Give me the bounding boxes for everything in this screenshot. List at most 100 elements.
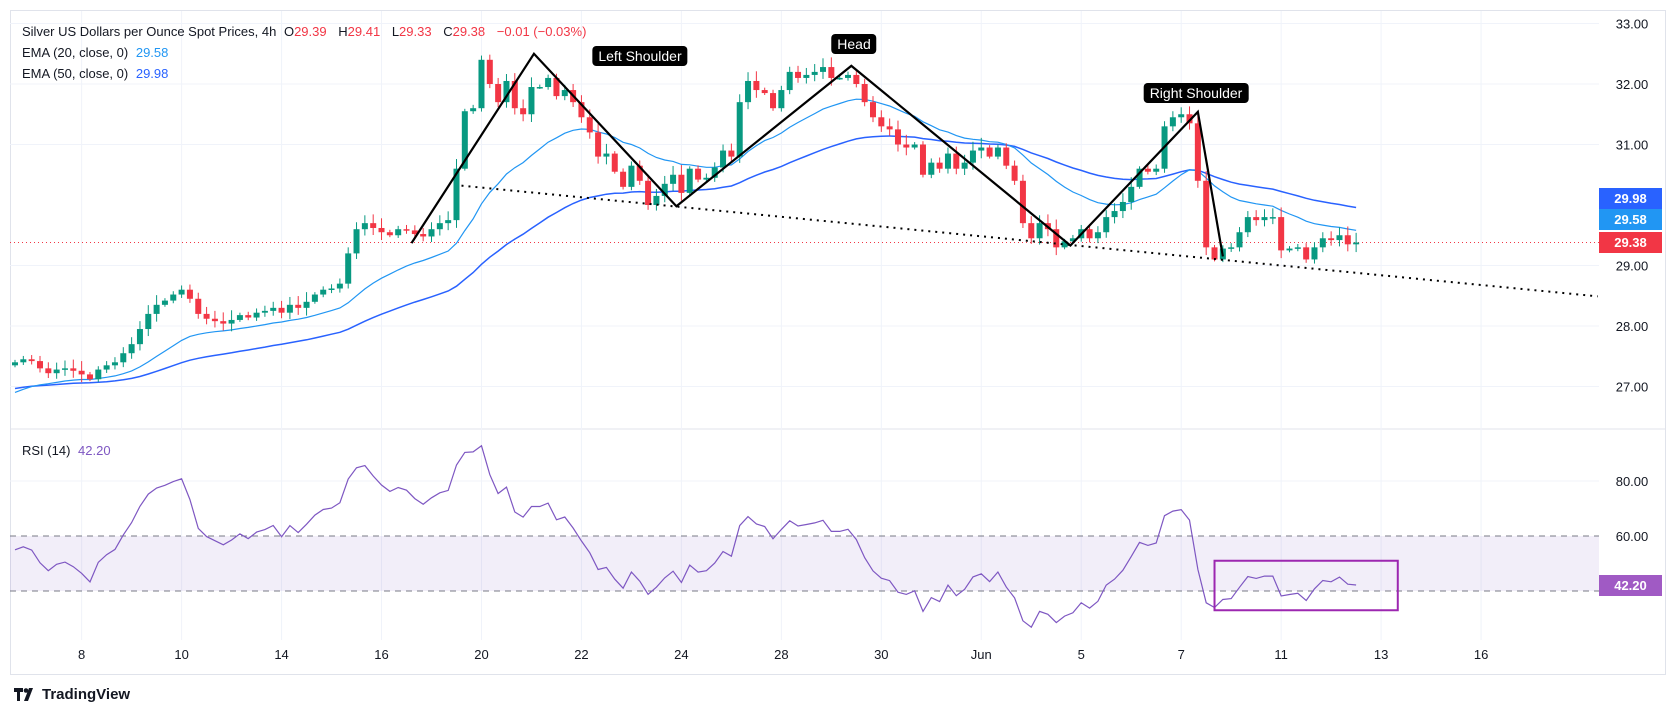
candle-body	[828, 67, 835, 78]
candle	[861, 78, 868, 107]
y-tick-label: 31.00	[1616, 138, 1649, 153]
candle	[845, 71, 851, 81]
candle	[228, 310, 235, 332]
candle-body	[386, 232, 393, 236]
candle-body	[236, 315, 243, 320]
candle-body	[636, 165, 643, 181]
ema50-value: 29.98	[135, 66, 169, 81]
candle-body	[1136, 168, 1143, 187]
candle	[28, 355, 35, 365]
candle-body	[1144, 168, 1151, 172]
close-value: 29.38	[452, 24, 486, 39]
symbol-title: Silver US Dollars per Ounce Spot Prices,…	[22, 24, 277, 39]
candle-body	[261, 310, 268, 313]
candle-body	[245, 315, 252, 318]
candle-body	[745, 80, 752, 103]
candle	[595, 123, 602, 164]
candle-body	[1319, 238, 1326, 248]
candle-body	[470, 108, 477, 112]
y-tick-label: 29.00	[1616, 259, 1649, 274]
ema20-legend: EMA (20, close, 0) 29.58	[22, 45, 172, 60]
candle-body	[145, 313, 152, 330]
candle-body	[1344, 235, 1351, 245]
candle-body	[253, 312, 260, 318]
candle	[536, 84, 543, 89]
candle-body	[1003, 147, 1010, 166]
candle-body	[928, 162, 935, 175]
candle	[328, 284, 335, 294]
candle	[628, 161, 635, 191]
candle-body	[445, 220, 452, 224]
candle-body	[1286, 248, 1293, 251]
candle-body	[778, 90, 785, 109]
candle	[653, 188, 660, 211]
left-shoulder-label[interactable]: Left Shoulder	[592, 46, 688, 66]
candle-body	[695, 168, 702, 180]
candle	[1269, 208, 1276, 225]
head-label[interactable]: Head	[831, 34, 877, 54]
candle-body	[178, 289, 185, 295]
candle-body	[886, 126, 893, 130]
candle-body	[994, 147, 1001, 157]
x-tick-label: 7	[1178, 647, 1185, 662]
candle-body	[786, 71, 793, 91]
candle-body	[1311, 247, 1318, 260]
candle-body	[428, 229, 435, 237]
candle-body	[1294, 247, 1301, 249]
candle-body	[845, 74, 851, 78]
candle	[303, 292, 310, 316]
candle-body	[1353, 242, 1360, 245]
candle	[1244, 211, 1251, 238]
candle-body	[78, 370, 85, 375]
candle-body	[361, 223, 368, 230]
candle-body	[378, 227, 385, 233]
candle	[395, 225, 402, 238]
candle	[894, 120, 901, 152]
candle	[1278, 207, 1285, 259]
change-value: −0.01 (−0.03%)	[496, 24, 587, 39]
candle	[295, 296, 302, 315]
candle-body	[128, 344, 135, 354]
candle-body	[611, 153, 618, 172]
candle	[670, 165, 677, 191]
candle	[928, 158, 935, 179]
candle	[1203, 171, 1210, 256]
candle-body	[803, 74, 810, 78]
candle	[578, 95, 585, 123]
candle	[145, 305, 152, 337]
candle-body	[1211, 247, 1218, 260]
candle	[345, 247, 352, 289]
candle	[853, 70, 860, 88]
candle-body	[1036, 223, 1043, 239]
y-tick-label: 32.00	[1616, 77, 1649, 92]
candle-body	[1111, 211, 1118, 218]
candle	[53, 362, 60, 379]
candle	[728, 143, 735, 163]
candle-body	[328, 288, 335, 290]
candle	[1111, 203, 1118, 224]
candle	[978, 137, 985, 159]
candle	[1319, 232, 1326, 253]
candle-body	[453, 168, 460, 221]
candle	[1286, 246, 1293, 253]
candle	[161, 298, 168, 307]
candle-body	[45, 368, 52, 374]
candle	[70, 359, 77, 378]
candle-body	[1103, 217, 1110, 233]
candle-body	[278, 307, 285, 313]
candle	[378, 218, 385, 240]
candle	[153, 295, 160, 322]
candle	[195, 292, 202, 319]
candle-body	[345, 253, 352, 284]
tradingview-logo[interactable]: TradingView	[14, 686, 130, 703]
candle	[878, 110, 885, 132]
candle	[620, 168, 627, 190]
candle	[1344, 226, 1351, 252]
right-shoulder-label[interactable]: Right Shoulder	[1143, 83, 1249, 103]
ema20-line	[14, 98, 1357, 393]
candle	[136, 321, 143, 351]
candle	[361, 215, 368, 236]
candle	[820, 58, 827, 79]
candle-body	[903, 144, 910, 148]
